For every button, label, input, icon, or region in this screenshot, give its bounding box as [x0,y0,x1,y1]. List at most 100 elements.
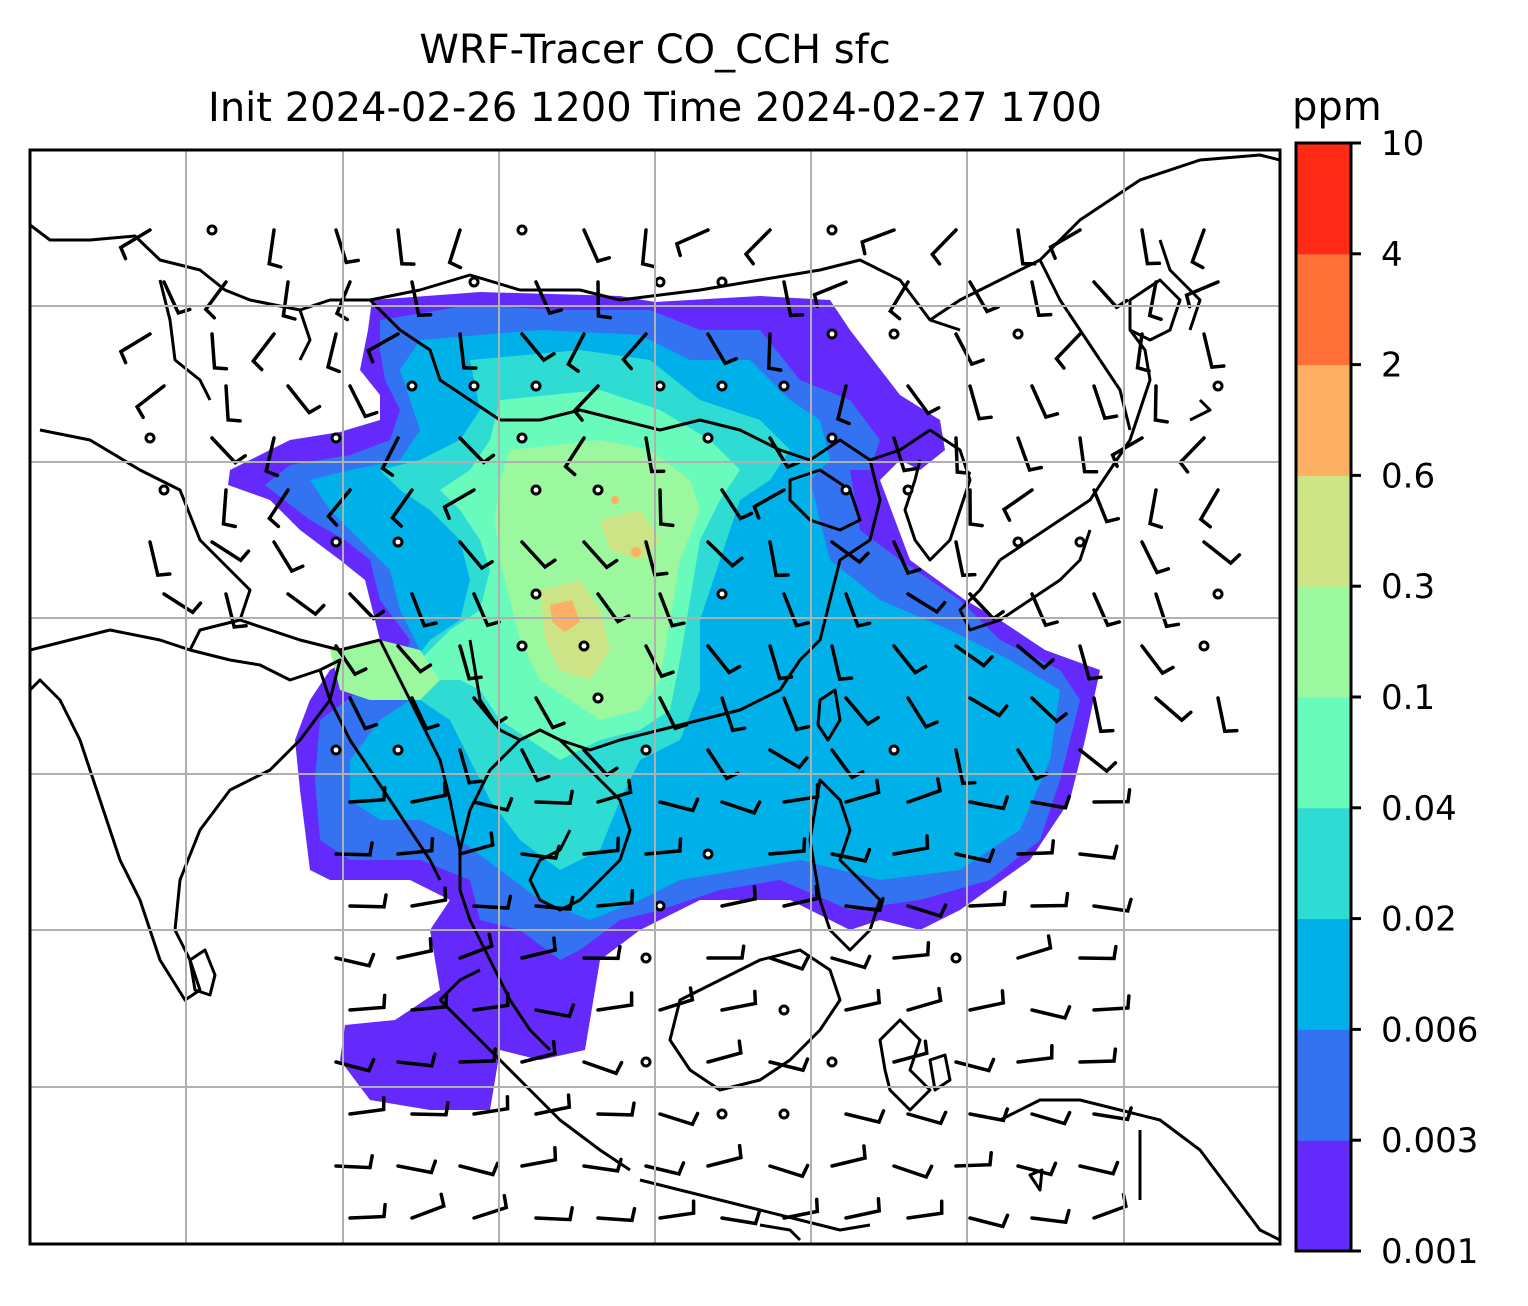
wind-barb [929,228,958,266]
wind-barb [1016,1044,1054,1064]
wind-barb [844,1109,886,1125]
colorbar-segment [1296,807,1351,920]
wind-barb [1202,332,1226,369]
wind-barb [596,991,634,1012]
wind-barb [596,1206,637,1223]
calm-wind-marker [654,276,666,288]
calm-wind-marker [530,588,542,600]
wind-barb [782,884,820,908]
wind-barb [1092,384,1119,421]
wind-barb [968,989,1006,1012]
wind-barb [534,1206,574,1222]
wind-barb [1202,540,1242,566]
calm-wind-marker [592,484,604,496]
wind-barb [520,1039,557,1064]
calm-wind-marker [578,640,590,652]
wind-barb [1078,1047,1118,1064]
wind-barb [954,436,971,475]
colorbar-segment [1296,1029,1351,1141]
colorbar-tick-label: 0.006 [1381,1010,1478,1050]
wind-barb [410,1101,450,1117]
colorbar-tick-label: 0.6 [1381,456,1435,496]
colorbar-tick-label: 0.003 [1381,1121,1478,1161]
wind-barb [968,384,993,421]
wind-barb [134,384,166,420]
calm-wind-marker [330,536,342,548]
wind-barb [221,488,238,529]
calm-wind-marker [592,692,604,704]
wind-barb [1016,228,1037,266]
calm-wind-marker [392,744,404,756]
wind-barb [572,384,600,422]
calm-wind-marker [778,1108,790,1120]
wind-barb [390,488,414,528]
wind-barb [534,696,566,730]
calm-wind-marker [888,744,900,756]
colorbar-segment [1296,143,1351,255]
wind-barb [658,797,700,813]
wind-barb [520,540,557,570]
wind-barb [968,890,1007,908]
wind-barb [706,644,742,675]
wind-barb [1030,794,1071,810]
wind-barb [348,696,379,731]
wind-barb [1092,897,1133,913]
map-gridlines [30,150,1280,1244]
wind-barb [892,1164,934,1180]
colorbar-tick-label: 0.02 [1381,900,1457,940]
wind-barb [860,228,896,256]
wind-barb [1016,748,1049,781]
wind-barb [830,540,870,565]
wind-barb [224,384,242,423]
wind-barb [286,592,326,617]
wind-barb [1030,1110,1072,1126]
wind-barb [954,748,977,786]
colorbar-segment [1296,697,1351,809]
wind-barb [1016,839,1056,856]
wind-barb [674,228,710,258]
wind-barb [366,332,400,364]
wind-barb [410,1192,446,1220]
wind-barb [1092,488,1121,524]
wind-barb [906,384,941,416]
wind-barb [1092,788,1132,804]
calm-wind-marker [640,744,652,756]
calm-wind-marker [158,484,170,496]
calm-wind-marker [716,276,728,288]
wind-barb [380,436,400,477]
coastlines [30,153,1280,1242]
wind-barb [348,785,387,804]
wind-barb [520,748,551,783]
wind-barb [1016,934,1053,960]
wind-barb [472,1094,510,1116]
calm-wind-marker [888,328,900,340]
wind-barb [1030,592,1059,628]
colorbar-tick-label: 2 [1381,346,1403,386]
colorbar-tick-label: 0.04 [1381,789,1457,829]
wind-barb [1016,436,1044,473]
wind-barb [472,796,514,812]
wind-barb [267,228,283,269]
colorbar-tick-label: 0.001 [1381,1232,1478,1272]
coast-india [30,628,342,1002]
wind-barb [472,696,508,727]
wind-barb [644,436,666,474]
wind-barb [334,1057,376,1073]
wind-barb [906,1199,944,1220]
wind-barb [410,781,448,804]
wind-barb [1135,332,1151,373]
wind-barb [844,696,880,727]
wind-barb [968,1213,1010,1229]
wind-barb [410,696,440,731]
colorbar-segment [1296,918,1351,1030]
coast-borneo [668,948,842,1092]
wind-barb [472,1193,509,1220]
wind-barb [844,778,881,804]
calm-wind-marker [516,640,528,652]
wind-barb [520,844,561,861]
wind-barb [830,847,872,863]
colorbar-segment [1296,364,1351,476]
wind-barb [720,1210,761,1226]
wind-barb [1001,488,1034,522]
calm-wind-marker [716,1108,728,1120]
